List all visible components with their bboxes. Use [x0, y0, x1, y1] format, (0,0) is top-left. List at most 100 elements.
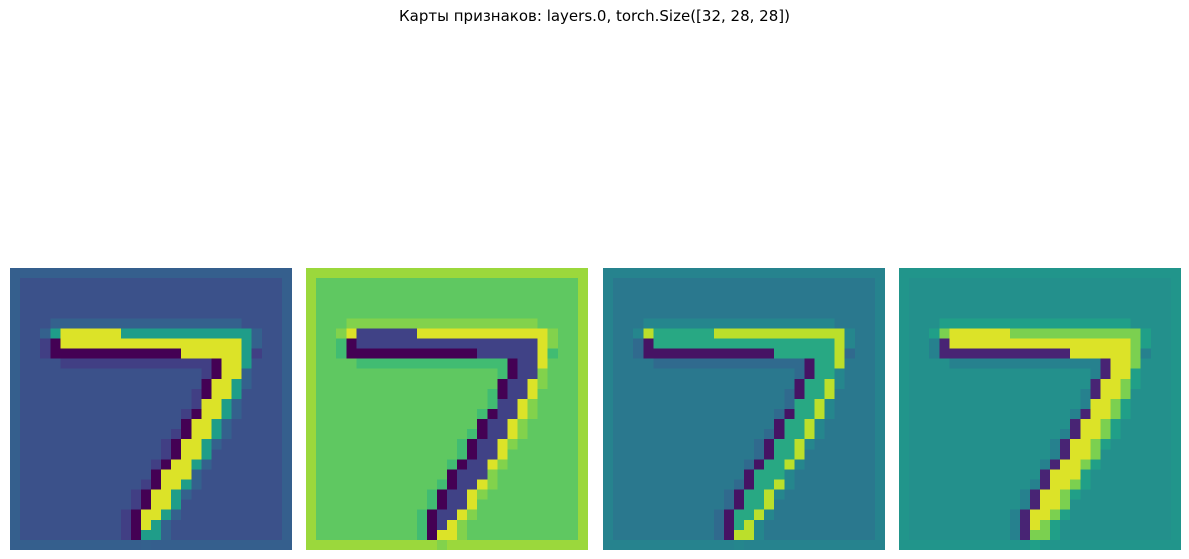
heatmap-cell [1110, 469, 1121, 480]
heatmap-cell [336, 268, 347, 279]
heatmap-cell [537, 419, 548, 430]
heatmap-cell [949, 409, 960, 420]
heatmap-cell [326, 328, 337, 339]
heatmap-cell [1140, 529, 1151, 541]
heatmap-cell [723, 409, 735, 420]
heatmap-cell [70, 398, 81, 410]
heatmap-cell [507, 378, 518, 390]
heatmap-cell [959, 398, 970, 410]
heatmap-cell [1019, 439, 1031, 450]
heatmap-cell [653, 409, 664, 420]
heatmap-cell [693, 398, 704, 410]
heatmap-cell [1130, 378, 1141, 390]
heatmap-cell [406, 489, 417, 500]
heatmap-cell [567, 328, 579, 339]
heatmap-cell [517, 469, 528, 480]
heatmap-cell [181, 318, 192, 329]
heatmap-cell [1170, 439, 1181, 450]
heatmap-cell [517, 308, 528, 319]
heatmap-cell [643, 378, 654, 390]
heatmap-cell [899, 459, 910, 470]
heatmap-cell [633, 398, 644, 410]
heatmap-cell [723, 459, 735, 470]
heatmap-cell [151, 499, 162, 510]
heatmap-cell [613, 338, 624, 349]
heatmap-cell [261, 378, 273, 390]
heatmap-cell [577, 499, 588, 510]
heatmap-cell [1170, 388, 1181, 400]
heatmap-cell [899, 509, 910, 520]
heatmap-cell [396, 308, 407, 319]
heatmap-cell [80, 409, 91, 420]
heatmap-cell [557, 539, 569, 550]
heatmap-cell [999, 419, 1010, 430]
heatmap-cell [989, 308, 1000, 319]
heatmap-cell [844, 499, 855, 510]
heatmap-cell [969, 298, 980, 309]
heatmap-cell [251, 278, 262, 289]
heatmap-cell [764, 398, 775, 410]
heatmap-cell [754, 338, 765, 349]
heatmap-cell [547, 318, 558, 329]
heatmap-cell [804, 419, 815, 430]
heatmap-cell [221, 419, 232, 430]
heatmap-cell [467, 388, 478, 400]
heatmap-cell [723, 509, 735, 520]
heatmap-cell [949, 288, 960, 299]
heatmap-cell [643, 268, 654, 279]
heatmap-cell [1160, 318, 1172, 329]
heatmap-cell [919, 509, 930, 520]
heatmap-cell [181, 278, 192, 289]
heatmap-cell [794, 268, 805, 279]
heatmap-cell [683, 318, 694, 329]
heatmap-cell [909, 539, 920, 550]
heatmap-cell [50, 298, 61, 309]
heatmap-cell [171, 519, 182, 531]
heatmap-cell [1050, 398, 1061, 410]
heatmap-cell [537, 368, 548, 379]
heatmap-cell [1080, 338, 1091, 349]
heatmap-cell [30, 358, 41, 369]
heatmap-cell [643, 429, 654, 440]
heatmap-cell [653, 489, 664, 500]
heatmap-cell [854, 499, 866, 510]
heatmap-cell [613, 398, 624, 410]
heatmap-cell [804, 308, 815, 319]
heatmap-cell [613, 429, 624, 440]
heatmap-cell [10, 539, 21, 550]
heatmap-cell [784, 439, 795, 450]
heatmap-cell [211, 308, 222, 319]
heatmap-cell [919, 429, 930, 440]
heatmap-cell [20, 469, 31, 480]
heatmap-cell [1100, 459, 1111, 470]
heatmap-cell [804, 459, 815, 470]
heatmap-cell [1110, 368, 1121, 379]
heatmap-cell [713, 449, 725, 460]
heatmap-cell [1100, 388, 1111, 400]
heatmap-cell [1070, 338, 1081, 349]
heatmap-cell [436, 499, 448, 510]
heatmap-cell [376, 529, 387, 541]
heatmap-cell [1160, 378, 1172, 390]
heatmap-cell [909, 388, 920, 400]
heatmap-cell [120, 539, 132, 550]
heatmap-cell [447, 268, 458, 279]
heatmap-cell [376, 388, 387, 400]
heatmap-cell [436, 529, 448, 541]
heatmap-cell [673, 338, 684, 349]
heatmap-cell [1170, 368, 1181, 379]
heatmap-cell [60, 398, 71, 410]
heatmap-cell [487, 268, 498, 279]
heatmap-cell [744, 378, 755, 390]
heatmap-cell [899, 268, 910, 279]
heatmap-cell [1150, 378, 1162, 390]
heatmap-cell [899, 409, 910, 420]
heatmap-cell [673, 499, 684, 510]
heatmap-cell [457, 499, 468, 510]
heatmap-cell [366, 368, 377, 379]
heatmap-cell [487, 298, 498, 309]
heatmap-cell [261, 288, 273, 299]
heatmap-cell [416, 358, 428, 369]
heatmap-cell [1080, 318, 1091, 329]
heatmap-cell [271, 348, 283, 359]
